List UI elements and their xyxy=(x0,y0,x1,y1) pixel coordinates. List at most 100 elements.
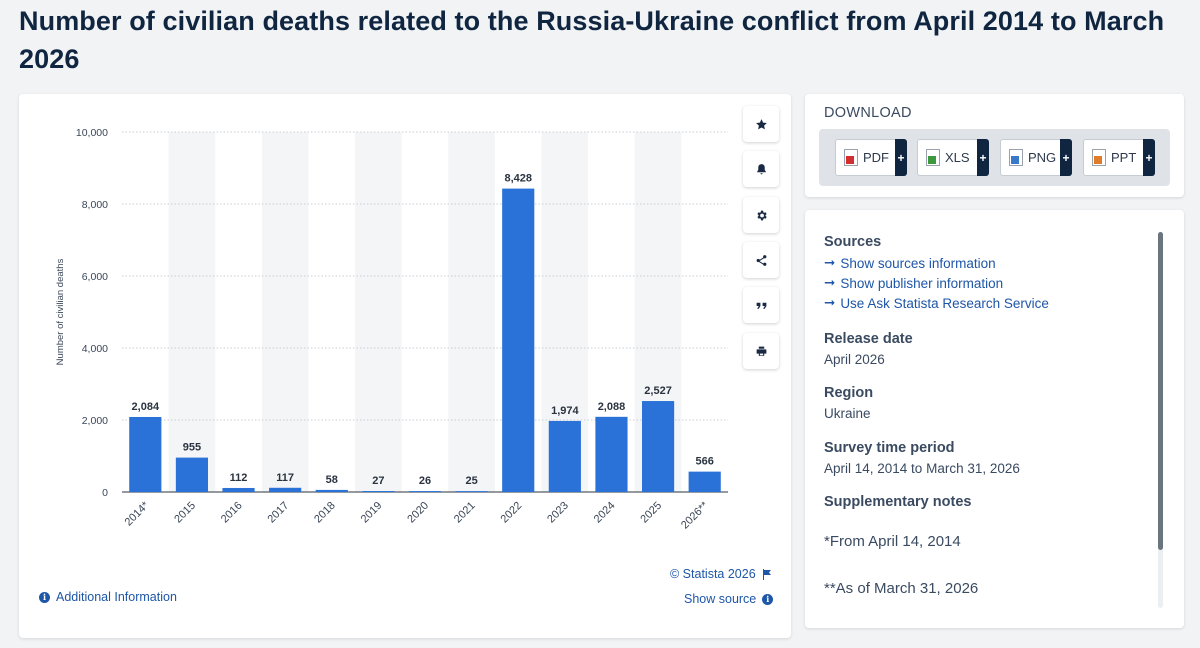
page-title: Number of civilian deaths related to the… xyxy=(19,6,1165,74)
data-label: 26 xyxy=(419,475,431,487)
show-sources-link[interactable]: ➞ Show sources information xyxy=(824,255,1049,271)
note-2: **As of March 31, 2026 xyxy=(824,580,979,597)
pdf-file-icon-mark xyxy=(846,156,854,164)
additional-information-link[interactable]: i Additional Information xyxy=(39,590,177,604)
xls-file-icon-mark xyxy=(928,156,936,164)
x-tick-label: 2023 xyxy=(545,500,571,526)
release-heading: Release date xyxy=(824,331,913,347)
download-png-button[interactable]: PNG + xyxy=(1000,139,1072,176)
info-icon: i xyxy=(762,593,774,605)
bar xyxy=(408,491,442,492)
print-button[interactable] xyxy=(743,333,779,369)
download-pdf-label: PDF xyxy=(863,150,889,165)
data-label: 8,428 xyxy=(504,173,532,185)
download-xls-button[interactable]: XLS + xyxy=(917,139,989,176)
background-band xyxy=(448,132,495,492)
bar-chart: 0 2,000 4,000 6,000 8,000 10,000 Number of civ… xyxy=(55,127,728,531)
scrollbar[interactable] xyxy=(1158,232,1163,550)
info-icon: i xyxy=(39,591,50,603)
background-band xyxy=(168,132,216,492)
show-publisher-link[interactable]: ➞ Show publisher information xyxy=(824,275,1049,291)
bar xyxy=(502,188,535,492)
data-label: 566 xyxy=(696,456,714,468)
x-tick-label: 2026** xyxy=(679,499,711,531)
region-section: Region Ukraine xyxy=(824,385,873,421)
plus-icon: + xyxy=(895,139,907,176)
favorite-button[interactable] xyxy=(743,106,779,142)
data-label: 25 xyxy=(465,475,477,487)
x-tick-label: 2024 xyxy=(592,500,618,526)
bar xyxy=(315,489,348,492)
bar xyxy=(688,471,721,492)
arrow-right-icon: ➞ xyxy=(824,255,836,270)
settings-button[interactable] xyxy=(743,197,779,233)
quote-icon xyxy=(756,302,766,309)
show-source-link[interactable]: Show source i xyxy=(684,592,774,606)
data-label: 1,974 xyxy=(551,405,579,417)
y-tick-label: 10,000 xyxy=(76,127,108,139)
bar xyxy=(362,491,395,492)
bar xyxy=(175,457,209,492)
background-band xyxy=(355,132,402,492)
y-tick-label: 4,000 xyxy=(82,343,108,355)
show-source-label: Show source xyxy=(684,592,757,606)
sources-section: Sources ➞ Show sources information ➞ Sho… xyxy=(824,234,1049,311)
bar xyxy=(129,416,162,492)
flag-icon xyxy=(762,568,771,580)
release-value: April 2026 xyxy=(824,352,885,367)
notes-heading: Supplementary notes xyxy=(824,494,972,510)
data-label: 2,527 xyxy=(644,385,672,397)
bar xyxy=(641,401,675,492)
period-value: April 14, 2014 to March 31, 2026 xyxy=(824,461,1020,476)
download-ppt-button[interactable]: PPT + xyxy=(1083,139,1155,176)
download-pdf-button[interactable]: PDF + xyxy=(835,139,907,176)
data-label: 2,088 xyxy=(598,401,626,413)
ppt-file-icon xyxy=(1092,149,1106,166)
x-tick-label: 2015 xyxy=(172,500,198,526)
plus-icon: + xyxy=(1060,139,1072,176)
additional-information-label: Additional Information xyxy=(56,590,177,604)
print-icon xyxy=(756,346,766,356)
x-tick-label: 2022 xyxy=(499,500,525,526)
y-tick-label: 0 xyxy=(102,487,108,499)
bar xyxy=(548,420,581,492)
gear-icon xyxy=(756,210,767,220)
x-tick-label: 2020 xyxy=(405,500,431,526)
region-value: Ukraine xyxy=(824,406,871,421)
share-button[interactable] xyxy=(743,242,779,278)
cite-button[interactable] xyxy=(743,287,779,323)
show-publisher-label: Show publisher information xyxy=(840,275,1004,291)
ppt-file-icon-mark xyxy=(1094,156,1102,164)
x-tick-label: 2019 xyxy=(359,500,385,526)
plus-icon: + xyxy=(1143,139,1155,176)
show-sources-label: Show sources information xyxy=(840,255,996,271)
x-tick-label: 2014* xyxy=(123,499,152,528)
download-xls-label: XLS xyxy=(945,150,970,165)
statista-copyright[interactable]: © Statista 2026 xyxy=(670,567,772,581)
arrow-right-icon: ➞ xyxy=(824,295,836,310)
note-1: *From April 14, 2014 xyxy=(824,533,961,550)
period-heading: Survey time period xyxy=(824,440,955,456)
x-tick-label: 2025 xyxy=(638,500,664,526)
data-label: 117 xyxy=(276,472,294,484)
sources-heading: Sources xyxy=(824,234,882,250)
download-buttons: PDF + XLS + PNG + PPT + xyxy=(819,129,1170,186)
download-card: DOWNLOAD PDF + XLS + PNG + PPT + xyxy=(805,94,1184,197)
xls-file-icon xyxy=(926,149,940,166)
period-section: Survey time period April 14, 2014 to Mar… xyxy=(824,440,1020,476)
data-label: 112 xyxy=(230,472,248,484)
ask-statista-link[interactable]: ➞ Use Ask Statista Research Service xyxy=(824,295,1049,311)
x-tick-label: 2018 xyxy=(312,500,338,526)
png-file-icon xyxy=(1009,149,1023,166)
png-file-icon-mark xyxy=(1011,156,1019,164)
bar xyxy=(222,487,255,492)
pdf-file-icon xyxy=(844,149,858,166)
star-icon xyxy=(755,118,767,129)
data-label: 58 xyxy=(326,474,338,486)
notification-button[interactable] xyxy=(743,151,779,187)
background-band xyxy=(261,132,309,492)
data-label: 955 xyxy=(183,442,201,454)
region-heading: Region xyxy=(824,385,874,401)
copyright-label: © Statista 2026 xyxy=(670,567,756,581)
ask-statista-label: Use Ask Statista Research Service xyxy=(840,295,1049,311)
